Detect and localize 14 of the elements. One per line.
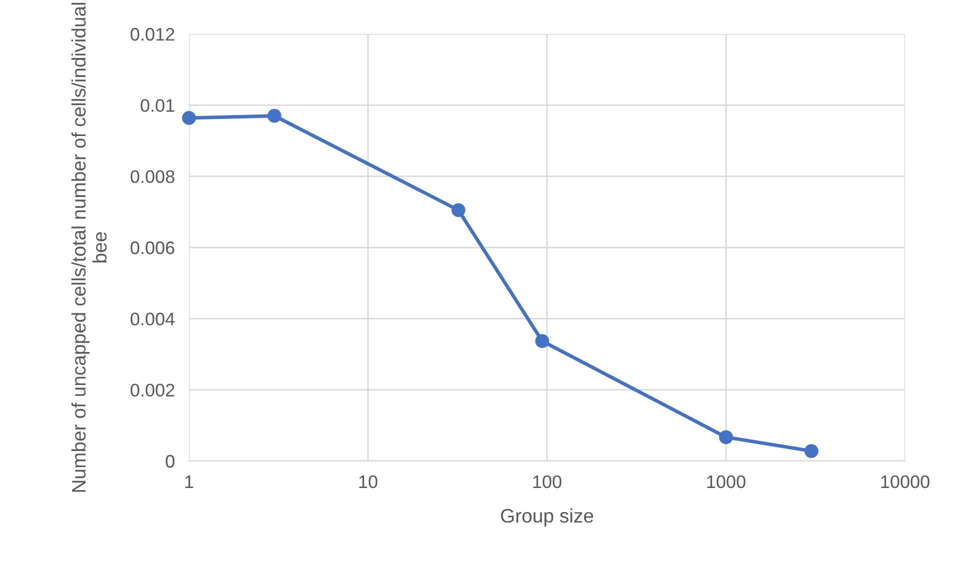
x-tick-label: 10000 xyxy=(881,475,930,488)
y-tick-label: 0.012 xyxy=(130,28,174,41)
x-tick-label: 10 xyxy=(359,475,378,488)
y-tick-label: 0.006 xyxy=(130,241,174,254)
y-tick-label: 0.004 xyxy=(130,312,175,326)
x-axis-title: Group size xyxy=(500,508,594,527)
x-tick-label: 1 xyxy=(185,476,194,488)
x-tick-label: 100 xyxy=(533,475,562,488)
y-tick-label: 0.002 xyxy=(130,384,174,397)
y-tick-label: 0 xyxy=(166,454,174,468)
x-tick-label: 1000 xyxy=(707,475,746,488)
y-tick-label: 0.008 xyxy=(130,170,174,184)
y-axis-title: Number of uncapped cells/total number of cells/individual bee xyxy=(71,2,107,492)
y-tick-label: 0.01 xyxy=(140,99,174,112)
